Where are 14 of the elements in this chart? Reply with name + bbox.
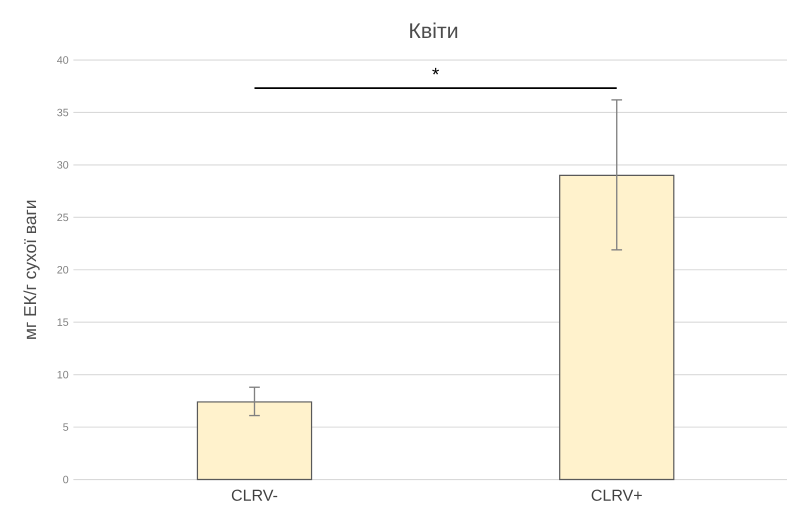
x-tick-label: CLRV+	[592, 489, 642, 501]
y-tick-label: 35	[57, 108, 68, 116]
y-tick-label: 25	[57, 213, 68, 222]
chart-title: Квіти	[410, 22, 458, 38]
x-tick-label: CLRV-	[232, 489, 278, 501]
y-tick-label: 15	[58, 318, 68, 326]
y-tick-label: 0	[63, 476, 68, 484]
y-axis-title: мг ЕК/г сухої ваги	[23, 200, 40, 339]
y-tick-label: 5	[63, 423, 68, 431]
y-tick-label: 20	[57, 266, 68, 274]
y-tick-label: 40	[57, 56, 68, 64]
annotation: *	[432, 68, 439, 74]
y-tick-label: 30	[57, 161, 68, 169]
y-tick-label: 10	[58, 370, 68, 378]
